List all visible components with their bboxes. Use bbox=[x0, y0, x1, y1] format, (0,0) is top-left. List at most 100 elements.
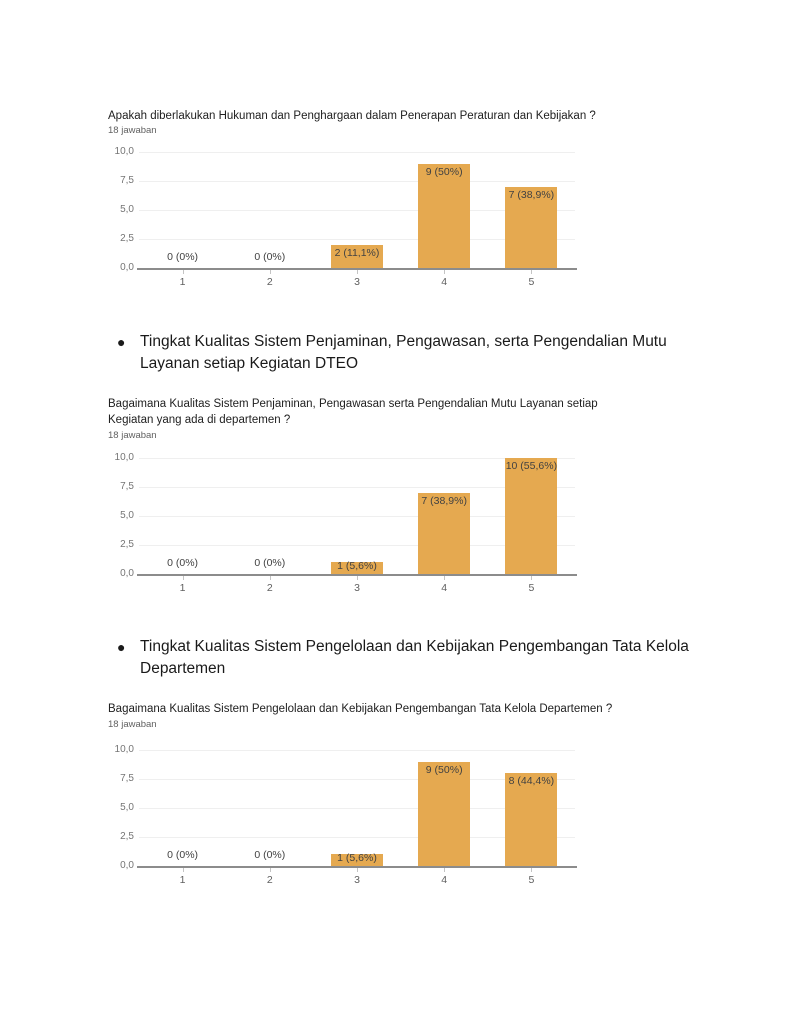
y-axis-tick-label: 10,0 bbox=[114, 146, 134, 157]
bar-value-label: 9 (50%) bbox=[425, 763, 463, 776]
bar bbox=[331, 562, 383, 574]
x-axis-tick bbox=[531, 868, 533, 872]
gridline bbox=[139, 750, 575, 751]
x-axis-category-label: 2 bbox=[266, 582, 273, 594]
gridline bbox=[139, 516, 575, 517]
x-axis-category-label: 1 bbox=[179, 276, 186, 288]
bar bbox=[331, 854, 383, 866]
x-axis-category-label: 4 bbox=[441, 276, 448, 288]
y-axis-tick-label: 5,0 bbox=[120, 510, 134, 521]
y-axis-tick-label: 2,5 bbox=[120, 831, 134, 842]
x-axis-category-label: 5 bbox=[528, 276, 535, 288]
bar-value-label: 0 (0%) bbox=[167, 557, 199, 569]
bar bbox=[418, 492, 471, 574]
gridline bbox=[139, 181, 575, 182]
x-axis-category-label: 3 bbox=[354, 582, 360, 594]
x-axis-tick bbox=[182, 576, 184, 580]
chart2-answers-count: 18 jawaban bbox=[108, 430, 157, 441]
y-axis-tick-label: 10,0 bbox=[114, 452, 134, 463]
bar-value-label: 2 (11,1%) bbox=[334, 246, 380, 259]
x-axis-category-label: 1 bbox=[179, 582, 186, 594]
bar-value-label: 0 (0%) bbox=[254, 849, 286, 861]
x-axis-category-label: 5 bbox=[528, 874, 535, 886]
bullet-text: Tingkat Kualitas Sistem Pengelolaan dan … bbox=[140, 638, 689, 677]
x-axis-tick bbox=[269, 868, 271, 872]
gridline bbox=[139, 487, 575, 488]
chart2-bar-chart: 0,0 2,5 5,0 7,5 10,0 0 (0%) 1 0 (0%) 2 1 (5,6%) 3 7… bbox=[108, 452, 578, 602]
y-axis-tick-label: 0,0 bbox=[120, 860, 134, 871]
x-axis-tick bbox=[269, 576, 271, 580]
x-axis-tick bbox=[444, 576, 446, 580]
bullet-text: Tingkat Kualitas Sistem Penjaminan, Peng… bbox=[140, 333, 667, 372]
x-axis-tick bbox=[531, 576, 533, 580]
bar-value-label: 0 (0%) bbox=[254, 557, 286, 569]
x-axis-tick bbox=[357, 868, 358, 872]
bullet-dot: ● bbox=[117, 639, 126, 655]
x-axis-line bbox=[137, 866, 577, 868]
bar-value-label: 7 (38,9%) bbox=[508, 188, 555, 201]
chart1-question-title: Apakah diberlakukan Hukuman dan Pengharg… bbox=[108, 110, 596, 122]
bar-value-label: 1 (5,6%) bbox=[337, 852, 377, 864]
chart3-answers-count: 18 jawaban bbox=[108, 719, 157, 730]
y-axis-tick-label: 5,0 bbox=[120, 204, 134, 215]
gridline bbox=[139, 458, 575, 459]
x-axis-tick bbox=[269, 270, 271, 274]
bar-value-label: 9 (50%) bbox=[425, 165, 463, 178]
bar-value-label: 1 (5,6%) bbox=[337, 560, 377, 572]
x-axis-category-label: 3 bbox=[354, 276, 360, 288]
x-axis-category-label: 5 bbox=[528, 582, 535, 594]
bar bbox=[331, 244, 383, 268]
x-axis-tick bbox=[357, 576, 358, 580]
chart1-bar-chart: 0,0 2,5 5,0 7,5 10,0 0 (0%) 1 0 (0%) 2 2 (11,1%) 3… bbox=[108, 146, 578, 296]
x-axis-tick bbox=[357, 270, 358, 274]
gridline bbox=[139, 779, 575, 780]
x-axis-category-label: 4 bbox=[441, 582, 448, 594]
chart3-bar-chart: 0,0 2,5 5,0 7,5 10,0 0 (0%) 1 0 (0%) 2 1 (5,6%) 3 9… bbox=[108, 744, 578, 894]
chart3-question-title: Bagaimana Kualitas Sistem Pengelolaan da… bbox=[108, 703, 613, 715]
x-axis-category-label: 2 bbox=[266, 874, 273, 886]
gridline bbox=[139, 152, 575, 153]
gridline bbox=[139, 837, 575, 838]
x-axis-category-label: 4 bbox=[441, 874, 448, 886]
bar bbox=[505, 186, 558, 268]
bar bbox=[505, 773, 558, 866]
x-axis-tick bbox=[444, 270, 446, 274]
y-axis-tick-label: 7,5 bbox=[120, 481, 134, 492]
bar-value-label: 8 (44,4%) bbox=[508, 775, 555, 788]
bar-value-label: 0 (0%) bbox=[254, 251, 286, 263]
gridline bbox=[139, 545, 575, 546]
bar bbox=[418, 163, 471, 268]
chart2-question-title: Bagaimana Kualitas Sistem Penjaminan, Pe… bbox=[108, 398, 598, 426]
y-axis-tick-label: 0,0 bbox=[120, 262, 134, 273]
bullet-dot: ● bbox=[117, 334, 126, 350]
x-axis-tick bbox=[531, 270, 533, 274]
bar bbox=[505, 458, 558, 574]
y-axis-tick-label: 7,5 bbox=[120, 773, 134, 784]
x-axis-category-label: 1 bbox=[179, 874, 186, 886]
x-axis-category-label: 3 bbox=[354, 874, 360, 886]
gridline bbox=[139, 210, 575, 211]
x-axis-tick bbox=[182, 868, 184, 872]
x-axis-category-label: 2 bbox=[266, 276, 273, 288]
bar-value-label: 0 (0%) bbox=[167, 849, 199, 861]
y-axis-tick-label: 5,0 bbox=[120, 802, 134, 813]
bar-value-label: 0 (0%) bbox=[167, 251, 199, 263]
bar bbox=[418, 761, 471, 866]
x-axis-line bbox=[137, 574, 577, 576]
bullet-item-2: ● Tingkat Kualitas Sistem Pengelolaan da… bbox=[117, 636, 700, 680]
x-axis-tick bbox=[182, 270, 184, 274]
gridline bbox=[139, 239, 575, 240]
x-axis-line bbox=[137, 268, 577, 270]
chart1-answers-count: 18 jawaban bbox=[108, 125, 157, 136]
gridline bbox=[139, 808, 575, 809]
y-axis-tick-label: 2,5 bbox=[120, 233, 134, 244]
y-axis-tick-label: 10,0 bbox=[114, 744, 134, 755]
y-axis-tick-label: 0,0 bbox=[120, 568, 134, 579]
x-axis-tick bbox=[444, 868, 446, 872]
y-axis-tick-label: 2,5 bbox=[120, 539, 134, 550]
bar-value-label: 7 (38,9%) bbox=[421, 494, 467, 507]
bullet-item-1: ● Tingkat Kualitas Sistem Penjaminan, Pe… bbox=[117, 331, 700, 375]
bar-value-label: 10 (55,6%) bbox=[505, 460, 558, 472]
y-axis-tick-label: 7,5 bbox=[120, 175, 134, 186]
